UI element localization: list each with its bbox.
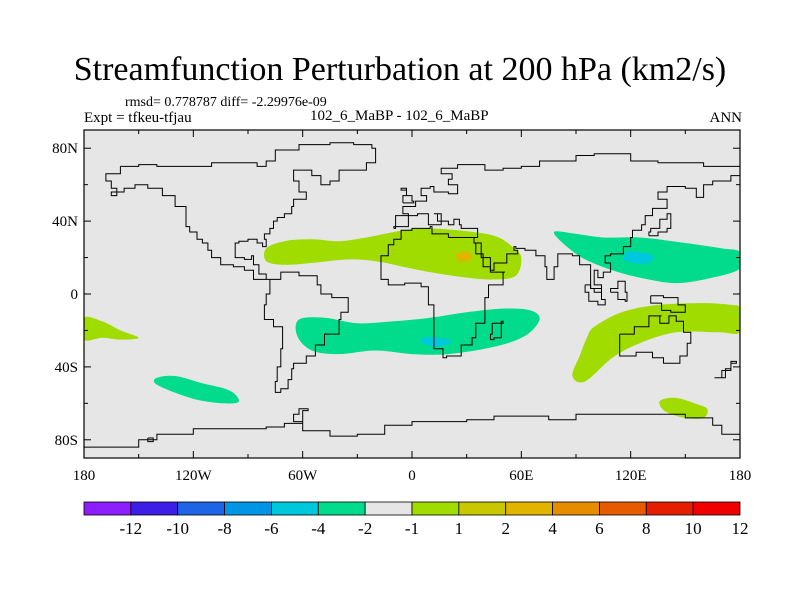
coastline-uk bbox=[400, 187, 415, 204]
coastline-borneo bbox=[610, 280, 628, 302]
contour-south-pacific-positive bbox=[84, 316, 139, 341]
contour-nh-mideast-positive-core bbox=[455, 251, 473, 262]
contour-sh-atlantic-negative-core bbox=[421, 337, 453, 347]
lon-tick-label: 0 bbox=[408, 468, 416, 484]
plot-title: Streamfunction Perturbation at 200 hPa (… bbox=[73, 51, 727, 88]
coastline-japan bbox=[648, 213, 672, 237]
lon-tick-label: 120E bbox=[615, 468, 647, 484]
lon-tick-label: 120W bbox=[175, 468, 213, 484]
axis-labels: 80N 40N 0 40S 80S 180 120W 60W 0 60E 120E 180 bbox=[52, 141, 751, 484]
coastlines bbox=[84, 142, 740, 448]
case-label: 102_6_MaBP - 102_6_MaBP bbox=[310, 108, 489, 124]
map-background bbox=[84, 130, 740, 458]
lat-tick-label: 0 bbox=[71, 287, 79, 303]
axis-ticks bbox=[83, 130, 741, 458]
experiment-label: Expt = tfkeu-tfjau bbox=[84, 110, 192, 126]
contour-southern-ocean-positive bbox=[659, 397, 708, 419]
contour-sh-indian-pacific-positive bbox=[572, 303, 740, 383]
lat-tick-label: 40N bbox=[52, 214, 78, 230]
coastline-new-zealand bbox=[714, 360, 737, 379]
coastline-north-america bbox=[105, 142, 377, 280]
lat-tick-label: 80N bbox=[52, 141, 78, 157]
coastline-africa bbox=[380, 226, 505, 359]
lat-tick-label: 40S bbox=[55, 360, 78, 376]
lat-tick-label: 80S bbox=[55, 433, 78, 449]
contour-nh-asia-negative-core bbox=[623, 251, 654, 264]
lon-tick-label: 180 bbox=[73, 468, 96, 484]
coastline-antarctica bbox=[84, 408, 740, 448]
lon-tick-label: 60W bbox=[288, 468, 318, 484]
contour-nh-atlantic-africa-positive bbox=[263, 228, 522, 280]
coastline-madagascar bbox=[489, 320, 504, 341]
rmsd-diff-stats: rmsd= 0.778787 diff= -2.29976e-09 bbox=[125, 95, 327, 110]
season-label: ANN bbox=[709, 110, 743, 126]
coastline-new-guinea bbox=[650, 295, 686, 313]
coastline-south-america bbox=[263, 271, 349, 393]
coastline-sumatra bbox=[584, 284, 606, 306]
coastline-small-island-south-pacific bbox=[147, 437, 154, 443]
lon-tick-label: 60E bbox=[509, 468, 533, 484]
contour-sh-atlantic-negative bbox=[295, 308, 540, 355]
contour-south-pacific-negative bbox=[153, 375, 240, 404]
coastline-eurasia bbox=[393, 153, 740, 293]
coastline-australia bbox=[619, 315, 692, 364]
contour-fills bbox=[84, 228, 740, 419]
lon-tick-label: 180 bbox=[729, 468, 752, 484]
